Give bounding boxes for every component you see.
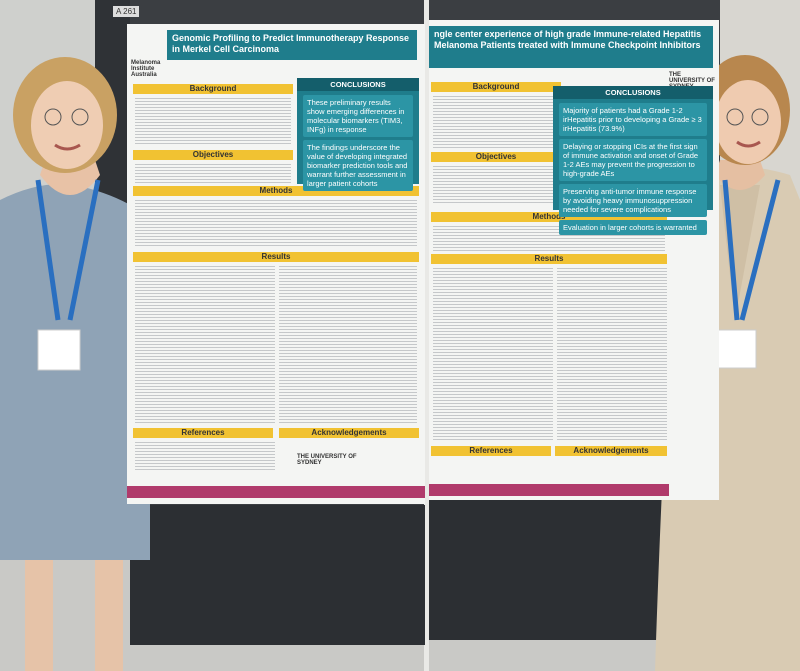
section-header: Background: [133, 84, 293, 94]
lanyard: [722, 179, 781, 321]
conclusions-box: CONCLUSIONS These preliminary results sh…: [297, 78, 419, 191]
text-block: [135, 440, 275, 470]
poster-title: ngle center experience of high grade Imm…: [429, 26, 713, 68]
section-header: References: [133, 428, 273, 438]
section-header: Results: [133, 252, 419, 262]
conclusions-box: CONCLUSIONS Majority of patients had a G…: [553, 86, 713, 235]
glasses: [751, 108, 769, 126]
logo: Melanoma Institute Australia: [131, 60, 161, 78]
dress: [0, 184, 168, 560]
board: [130, 505, 425, 645]
section-header: Methods: [133, 186, 419, 196]
logo: THE UNIVERSITY OF SYDNEY: [297, 454, 357, 466]
text-block: [433, 266, 553, 442]
footer-bar: [127, 486, 425, 498]
section-header: Objectives: [133, 150, 293, 160]
conclusions-header: CONCLUSIONS: [297, 78, 419, 91]
glasses: [44, 108, 62, 126]
conclusions-header: CONCLUSIONS: [553, 86, 713, 99]
table: [557, 266, 667, 442]
section-header: Results: [431, 254, 667, 264]
smile: [54, 143, 81, 151]
conclusion: Delaying or stopping ICIs at the first s…: [559, 139, 707, 181]
board: [429, 500, 689, 640]
conclusion: Majority of patients had a Grade 1-2 irH…: [559, 103, 707, 136]
table: [279, 264, 417, 424]
section-header: Background: [431, 82, 561, 92]
text-block: [135, 162, 291, 184]
lanyard: [35, 179, 101, 321]
left-poster: Genomic Profiling to Predict Immunothera…: [127, 24, 425, 504]
conclusion: These preliminary results show emerging …: [303, 95, 413, 137]
face: [715, 80, 781, 164]
poster-title: Genomic Profiling to Predict Immunothera…: [167, 30, 417, 60]
text-block: [135, 264, 275, 424]
leg: [25, 560, 53, 671]
badge: [37, 329, 81, 371]
text-block: [433, 164, 559, 204]
text-block: [135, 198, 417, 248]
text-block: [433, 94, 559, 148]
footer-bar: [429, 484, 669, 496]
section-header: Methods: [431, 212, 667, 222]
leg: [95, 560, 123, 671]
photo-seam: [424, 0, 429, 671]
right-poster: ngle center experience of high grade Imm…: [429, 20, 719, 500]
conclusion: The findings underscore the value of dev…: [303, 140, 413, 191]
glasses: [726, 108, 744, 126]
section-header: Acknowledgements: [555, 446, 667, 456]
booth-sign: A 261: [113, 6, 140, 17]
smile: [736, 140, 761, 148]
badge: [711, 329, 757, 369]
face: [31, 81, 103, 169]
conclusion: Preserving anti-tumor immune response by…: [559, 184, 707, 217]
section-header: Acknowledgements: [279, 428, 419, 438]
text-block: [135, 96, 291, 146]
section-header: References: [431, 446, 551, 456]
section-header: Objectives: [431, 152, 561, 162]
conclusion: Evaluation in larger cohorts is warrante…: [559, 220, 707, 235]
glasses: [71, 108, 89, 126]
